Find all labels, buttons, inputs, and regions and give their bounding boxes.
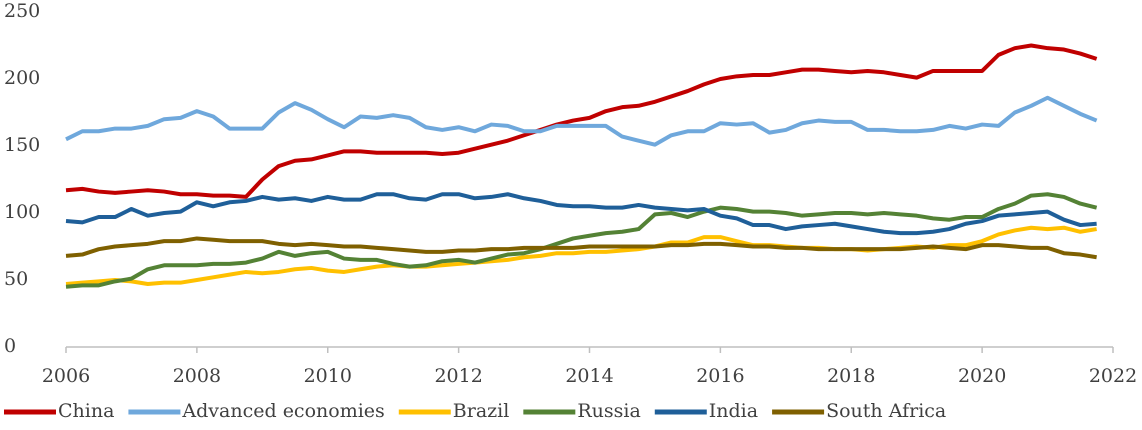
series-line <box>65 192 1098 289</box>
x-tick-label: 2020 <box>958 365 1006 387</box>
x-tick-label: 2006 <box>42 365 90 387</box>
x-tick-label: 2022 <box>1089 365 1137 387</box>
legend-label: Brazil <box>453 400 510 422</box>
y-tick-label: 0 <box>4 335 16 357</box>
y-tick-label: 250 <box>4 0 40 22</box>
y-tick-label: 150 <box>4 134 40 156</box>
x-tick-label: 2008 <box>173 365 221 387</box>
legend-label: China <box>58 400 114 422</box>
y-tick-label: 200 <box>4 67 40 89</box>
series-line <box>65 192 1097 236</box>
legend-label: Advanced economies <box>181 400 384 422</box>
x-tick-label: 2016 <box>696 365 744 387</box>
y-tick-label: 50 <box>4 268 28 290</box>
x-tick-label: 2014 <box>565 365 613 387</box>
legend-label: India <box>709 400 758 422</box>
series-line <box>65 43 1098 199</box>
x-tick-label: 2012 <box>434 365 482 387</box>
x-tick-label: 2018 <box>827 365 875 387</box>
x-tick-label: 2010 <box>304 365 352 387</box>
y-tick-label: 100 <box>4 201 40 223</box>
legend-label: Russia <box>577 400 640 422</box>
series-line <box>65 95 1098 147</box>
series-line <box>65 236 1097 260</box>
legend-label: South Africa <box>826 400 946 422</box>
